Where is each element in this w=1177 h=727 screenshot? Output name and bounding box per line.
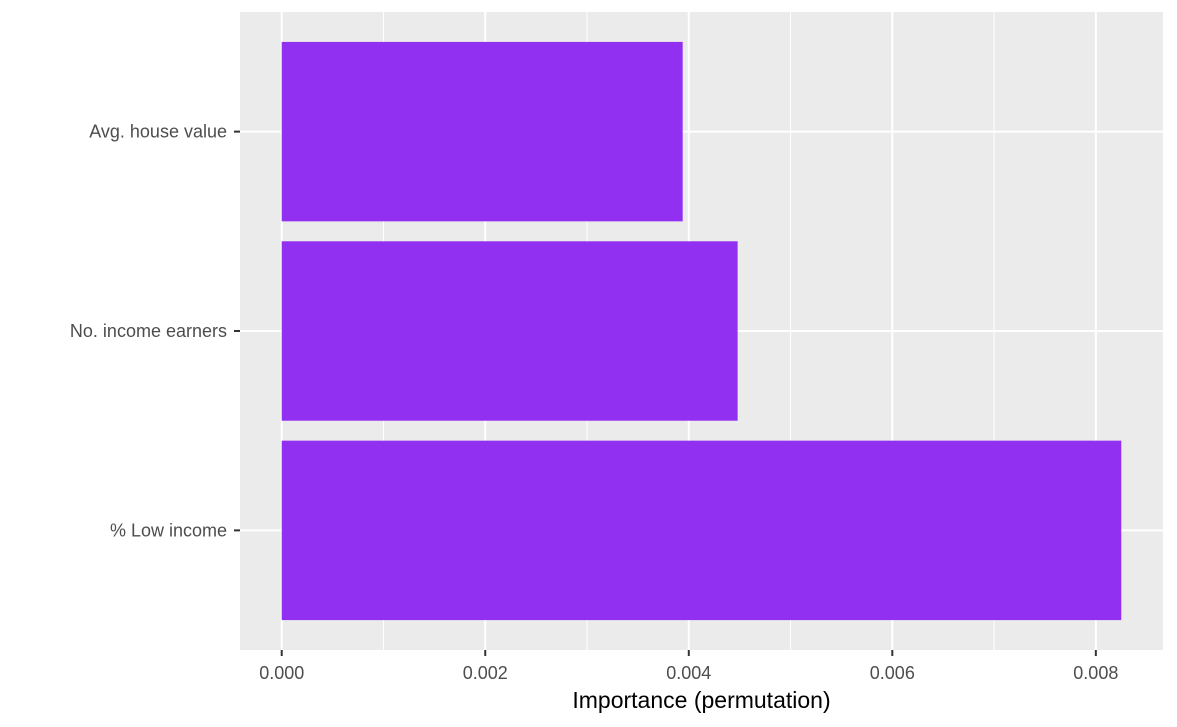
x-tick-label: 0.008	[1073, 663, 1118, 683]
bars	[281, 41, 1122, 621]
x-axis: 0.000 0.002 0.004 0.006 0.008	[259, 650, 1118, 683]
y-tick-label: % Low income	[110, 520, 227, 540]
x-tick-label: 0.006	[870, 663, 915, 683]
bar	[281, 440, 1122, 621]
bar	[281, 241, 738, 421]
bar	[281, 41, 683, 222]
x-tick-label: 0.004	[666, 663, 711, 683]
x-tick-label: 0.000	[259, 663, 304, 683]
y-tick-label: Avg. house value	[89, 122, 227, 142]
y-axis: % Low income No. income earners Avg. house…	[70, 122, 240, 540]
y-tick-label: No. income earners	[70, 321, 227, 341]
x-tick-label: 0.002	[463, 663, 508, 683]
x-axis-title: Importance (permutation)	[572, 687, 830, 713]
